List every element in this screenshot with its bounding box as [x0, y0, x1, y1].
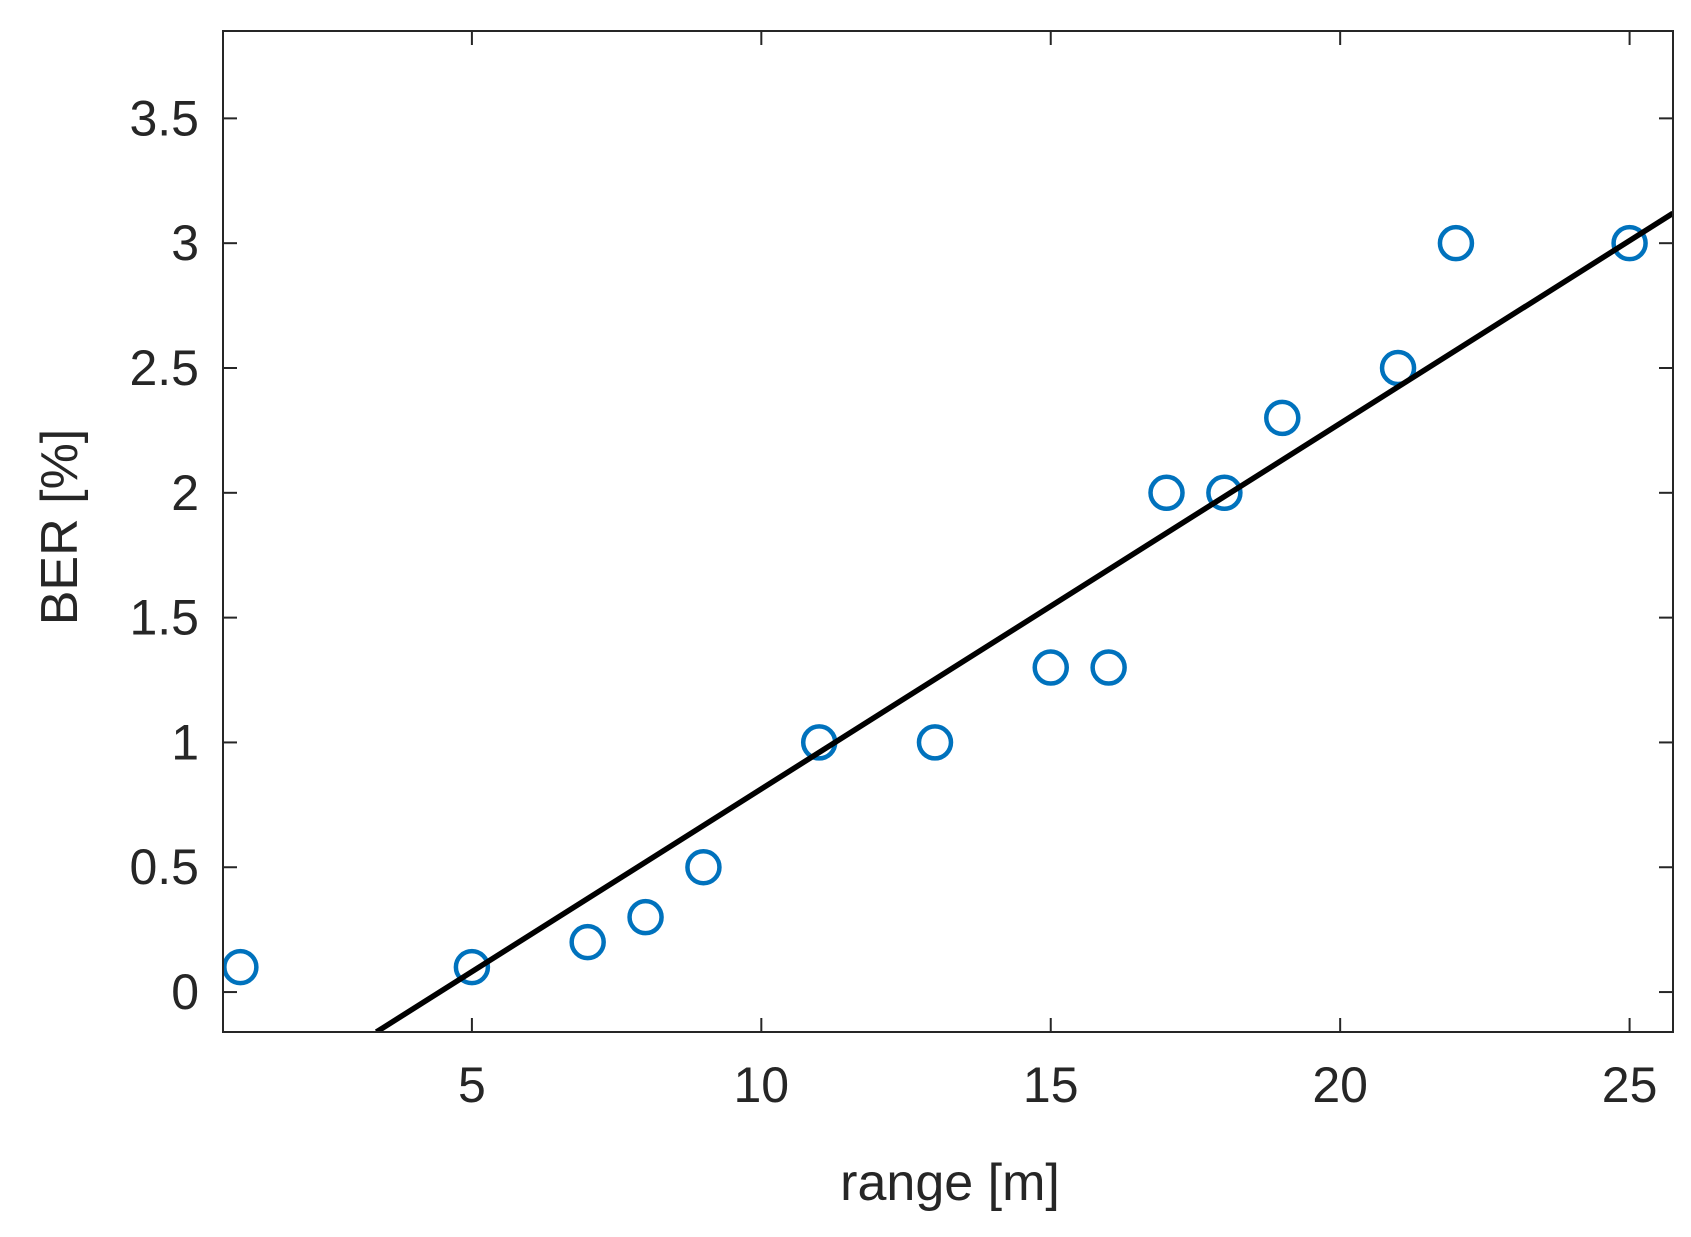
y-tick-label: 1.5 [129, 590, 199, 646]
x-tick-label: 15 [1023, 1057, 1079, 1113]
x-tick-label: 25 [1602, 1057, 1658, 1113]
x-axis: 5 10 15 20 25 [458, 31, 1657, 1113]
x-tick-label: 10 [734, 1057, 790, 1113]
y-axis: 0 0.5 1 1.5 2 2.5 3 3.5 [129, 90, 1673, 1020]
data-point [1437, 224, 1475, 262]
data-point [1148, 474, 1185, 512]
x-tick-label: 5 [458, 1057, 486, 1113]
y-axis-label: BER [%] [31, 429, 89, 626]
y-tick-label: 2.5 [129, 340, 199, 396]
y-tick-label: 0 [171, 964, 199, 1020]
y-tick-label: 0.5 [129, 839, 199, 895]
data-point [453, 948, 491, 986]
data-point [1611, 224, 1648, 262]
data-point [1032, 649, 1069, 686]
fit-line [374, 210, 1673, 1032]
axes-box [222, 30, 1674, 1033]
y-tick-label: 1 [171, 714, 199, 770]
data-point [223, 948, 259, 986]
y-tick-label: 3.5 [129, 90, 199, 146]
axes-frame [222, 30, 1674, 1033]
series-layer [223, 210, 1673, 1032]
x-axis-label: range [m] [840, 1154, 1060, 1212]
y-tick-label: 3 [171, 215, 199, 271]
y-tick-label: 2 [171, 465, 199, 521]
plot-background [223, 31, 1673, 1032]
plot-area [223, 31, 1673, 1032]
data-point [1264, 399, 1301, 437]
data-point [627, 898, 664, 936]
data-point [569, 923, 606, 961]
data-point [1206, 474, 1243, 512]
x-tick-label: 20 [1312, 1057, 1368, 1113]
data-point [1090, 649, 1127, 686]
data-point [916, 724, 954, 761]
data-point [685, 848, 722, 886]
